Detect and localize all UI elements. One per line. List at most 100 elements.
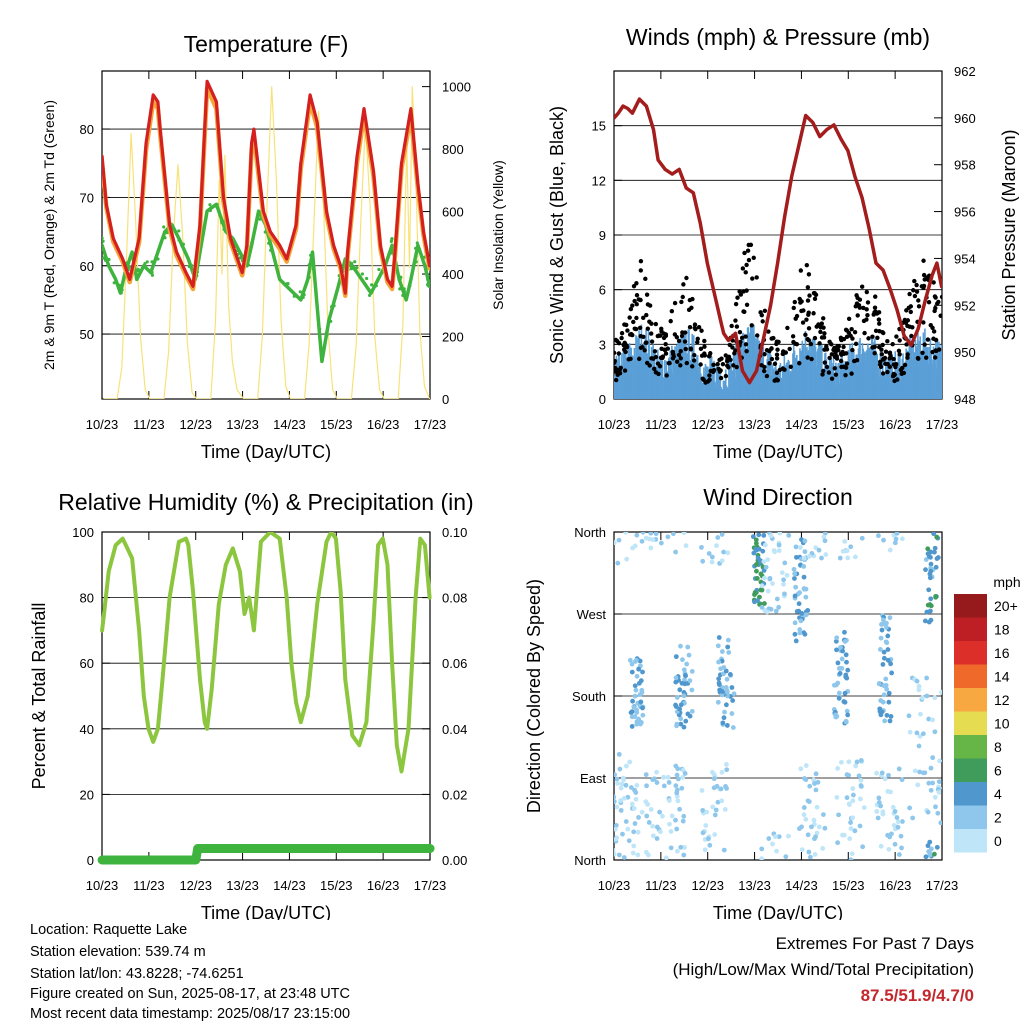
wind-gust-point [852, 329, 858, 335]
wind-direction-point [724, 767, 730, 773]
colorbar-swatch [954, 688, 987, 712]
wind-direction-point [711, 785, 717, 791]
wind-direction-point [681, 532, 687, 536]
wind-direction-point [638, 699, 644, 705]
wind-gust-point [806, 326, 812, 331]
wind-direction-point [849, 851, 855, 857]
dewpoint-point [324, 335, 328, 339]
wind-gust-point [725, 356, 730, 362]
wind-gust-point [921, 285, 926, 290]
wind-direction-point [754, 576, 760, 581]
wind-gust-point [676, 338, 682, 344]
wind-direction-point [625, 794, 631, 800]
wind-gust-point [634, 293, 640, 298]
dewpoint-point [321, 349, 325, 353]
wind-gust-point [782, 367, 787, 372]
dewpoint-point [117, 283, 121, 287]
wind-direction-point [833, 638, 839, 644]
wind-gust-point [764, 347, 770, 353]
wind-direction-point [616, 537, 622, 543]
wind-direction-point [640, 669, 645, 675]
wind-direction-point [850, 815, 856, 821]
wind-gust-point [659, 346, 664, 351]
wind-direction-point [912, 768, 918, 774]
wind-direction-point [926, 619, 932, 625]
wind-direction-point [678, 721, 684, 727]
wind-direction-point [814, 804, 820, 810]
wind-direction-point [816, 547, 822, 553]
wind-gust-point [896, 348, 902, 354]
wind-direction-point [689, 708, 695, 714]
wind-direction-point [836, 690, 842, 696]
dewpoint-point [402, 290, 407, 294]
extremes-values: 87.5/51.9/4.7/0 [860, 986, 974, 1005]
wind-direction-point [781, 581, 786, 587]
wind-direction-point [803, 594, 809, 600]
dewpoint-point [389, 251, 393, 255]
wind-gust-point [900, 365, 905, 371]
wind-gust-point [926, 299, 932, 305]
panel1-x-tick-label: 12/23 [179, 417, 212, 432]
panel2-y-tick-label: 15 [592, 119, 606, 134]
wind-gust-point [846, 316, 852, 321]
wind-direction-point [932, 695, 938, 701]
wind-direction-point [665, 774, 671, 780]
wind-gust-point [877, 359, 883, 364]
wind-gust-point [617, 367, 623, 372]
wind-direction-point [806, 849, 812, 855]
wind-gust-point [739, 335, 745, 341]
wind-direction-point [881, 649, 887, 655]
wind-gust-point [742, 250, 747, 256]
wind-gust-point [819, 321, 824, 326]
wind-direction-point [750, 534, 756, 540]
wind-direction-point [621, 855, 627, 860]
wind-direction-point [844, 659, 849, 665]
wind-direction-point [891, 822, 897, 828]
wind-gust-point [684, 275, 689, 281]
wind-gust-point [762, 308, 768, 313]
panel4-x-tick-label: 15/23 [832, 878, 865, 893]
dewpoint-point [128, 265, 132, 269]
wind-direction-point [624, 556, 630, 562]
wind-gust-point [755, 333, 760, 338]
wind-direction-point [654, 769, 659, 775]
wind-gust-point [829, 342, 834, 347]
wind-direction-point [722, 709, 727, 715]
wind-gust-point [804, 262, 810, 268]
colorbar-label: 18 [994, 621, 1010, 637]
panel4-x-tick-label: 12/23 [691, 878, 724, 893]
wind-direction-point [888, 714, 894, 719]
wind-direction-point [706, 836, 711, 842]
wind-direction-point [766, 836, 772, 841]
panel1-x-tick-label: 16/23 [367, 417, 400, 432]
wind-gust-point [922, 342, 927, 347]
wind-direction-point [890, 804, 896, 810]
dewpoint-point [102, 256, 106, 260]
wind-direction-point [880, 661, 886, 667]
panel2-y2-tick-label: 950 [954, 345, 976, 360]
panel2-y2-tick-label: 962 [954, 64, 976, 79]
wind-direction-point [648, 545, 654, 551]
wind-direction-point [881, 617, 886, 623]
wind-direction-point [644, 813, 650, 819]
wind-gust-point [644, 312, 649, 318]
wind-direction-point [835, 840, 841, 846]
wind-direction-point [899, 845, 904, 851]
wind-gust-point [645, 326, 651, 331]
wind-direction-point [727, 672, 733, 677]
panel2-y2-tick-label: 948 [954, 392, 976, 407]
wind-gust-point [707, 373, 712, 378]
extremes-subtitle: (High/Low/Max Wind/Total Precipitation) [672, 960, 974, 979]
wind-gust-point [865, 300, 871, 305]
wind-direction-point [721, 847, 727, 853]
panel3-x-tick-label: 13/23 [226, 878, 259, 893]
dewpoint-point [208, 208, 212, 213]
wind-direction-point [917, 733, 923, 739]
wind-direction-point [674, 772, 680, 778]
wind-direction-point [631, 829, 637, 835]
wind-direction-point [928, 561, 934, 567]
wind-gust-point [745, 248, 751, 253]
wind-gust-point [933, 355, 938, 360]
wind-direction-point [861, 805, 867, 810]
wind-direction-point [668, 845, 674, 851]
